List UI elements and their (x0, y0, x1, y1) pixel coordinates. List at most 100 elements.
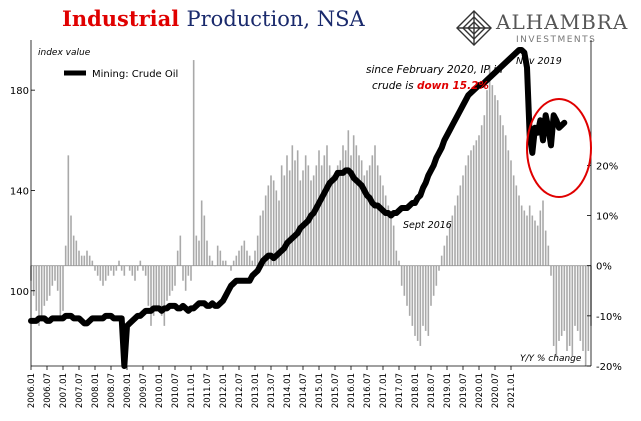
crude-oil-point (382, 210, 384, 212)
right-tick-label: 20% (596, 161, 618, 172)
crude-oil-point (49, 320, 51, 322)
yoy-bar (302, 170, 304, 266)
crude-oil-point (193, 307, 195, 309)
crude-oil-point (393, 212, 395, 214)
yoy-bar (398, 260, 400, 266)
yoy-bar (496, 100, 499, 266)
crude-oil-point (174, 305, 176, 307)
yoy-bar (158, 265, 160, 306)
yoy-bar (238, 250, 240, 266)
yoy-bar (494, 95, 496, 266)
yoy-bar (115, 265, 118, 271)
yoy-bar (46, 265, 48, 301)
yoy-bar (467, 155, 470, 266)
annotation-sept-2016: Sept 2016 (403, 220, 452, 231)
yoy-bar (200, 200, 203, 266)
alhambra-diamond-icon (456, 10, 492, 46)
yoy-bar (171, 265, 174, 291)
yoy-bar (288, 170, 291, 266)
yoy-bar (142, 265, 144, 271)
yoy-bar (296, 150, 299, 266)
yoy-bar (184, 265, 187, 291)
crude-oil-point (299, 227, 301, 229)
yoy-bar (278, 200, 280, 266)
crude-oil-point (201, 302, 203, 304)
crude-oil-point (499, 67, 501, 69)
yoy-bar (520, 205, 523, 266)
crude-oil-point (78, 317, 80, 319)
x-tick-label: 2007.01 (59, 373, 69, 408)
crude-oil-point (323, 192, 325, 194)
x-tick-label: 2017.01 (379, 373, 389, 408)
crude-oil-point (398, 210, 400, 212)
yoy-bar (78, 250, 80, 266)
yoy-bar (259, 215, 262, 266)
crude-oil-point (310, 215, 312, 217)
yoy-bar (403, 265, 406, 296)
yoy-bar (400, 265, 403, 286)
yoy-bar (168, 265, 171, 296)
yoy-bar (254, 250, 256, 266)
yoy-bar (219, 250, 222, 266)
yoy-bar (264, 195, 267, 266)
title-industrial: Industrial (62, 6, 180, 31)
yoy-bar (120, 265, 123, 271)
crude-oil-point (142, 312, 144, 314)
x-tick-label: 2019.01 (443, 373, 453, 408)
yoy-bar (430, 265, 432, 306)
yoy-bar (43, 265, 46, 306)
yoy-bar (371, 155, 374, 266)
yoy-bar (558, 265, 560, 341)
crude-oil-point (539, 119, 541, 121)
yoy-bar (182, 265, 184, 281)
yoy-bar (454, 205, 456, 266)
yoy-bar (166, 265, 168, 301)
yoy-bar (472, 145, 475, 266)
yoy-bar (555, 265, 558, 356)
yoy-bar (438, 265, 440, 271)
yoy-bar (512, 175, 515, 266)
x-tick-label: 2021.01 (507, 373, 517, 408)
crude-oil-point (289, 240, 291, 242)
yoy-bar (547, 245, 550, 266)
crude-oil-point (371, 202, 373, 204)
yoy-bar (240, 245, 243, 266)
yoy-bar (443, 245, 446, 266)
x-tick-label: 2008.01 (91, 373, 101, 408)
yoy-bar (384, 195, 387, 266)
x-axis: 2006.01 2006.07 2007.01 2007.07 2008.01 2008.… (27, 365, 591, 408)
yoy-bar (331, 175, 334, 266)
crude-oil-point (347, 169, 349, 171)
crude-oil-point (403, 207, 405, 209)
yoy-bar (544, 230, 547, 266)
yoy-bar (334, 180, 336, 266)
yoy-bar (128, 265, 131, 271)
crude-oil-point (331, 179, 333, 181)
annotation-nov-2019: Nov 2019 (516, 56, 562, 67)
crude-oil-point (257, 270, 259, 272)
crude-oil-point (267, 255, 269, 257)
yoy-bar (99, 265, 102, 281)
yoy-bar (568, 265, 571, 346)
crude-oil-point (233, 282, 235, 284)
annotation-line1: since February 2020, IP in (366, 64, 503, 76)
crude-oil-point (459, 109, 461, 111)
crude-oil-point (46, 320, 48, 322)
yoy-bar (563, 265, 566, 331)
crude-oil-point (238, 280, 240, 282)
crude-oil-point (529, 134, 531, 136)
yoy-bar (54, 265, 56, 281)
logo-name: ALHAMBRA (496, 10, 629, 34)
crude-oil-point (54, 317, 56, 319)
crude-oil-point (211, 302, 213, 304)
yoy-bar (86, 250, 88, 266)
crude-oil-point (214, 305, 216, 307)
crude-oil-point (521, 49, 523, 51)
crude-oil-point (163, 307, 165, 309)
crude-oil-point (126, 325, 128, 327)
crude-oil-point (83, 322, 85, 324)
x-tick-label: 2009.07 (139, 373, 149, 408)
legend-label: Mining: Crude Oil (92, 69, 178, 80)
yoy-bar (203, 215, 206, 266)
crude-oil-point (177, 307, 179, 309)
